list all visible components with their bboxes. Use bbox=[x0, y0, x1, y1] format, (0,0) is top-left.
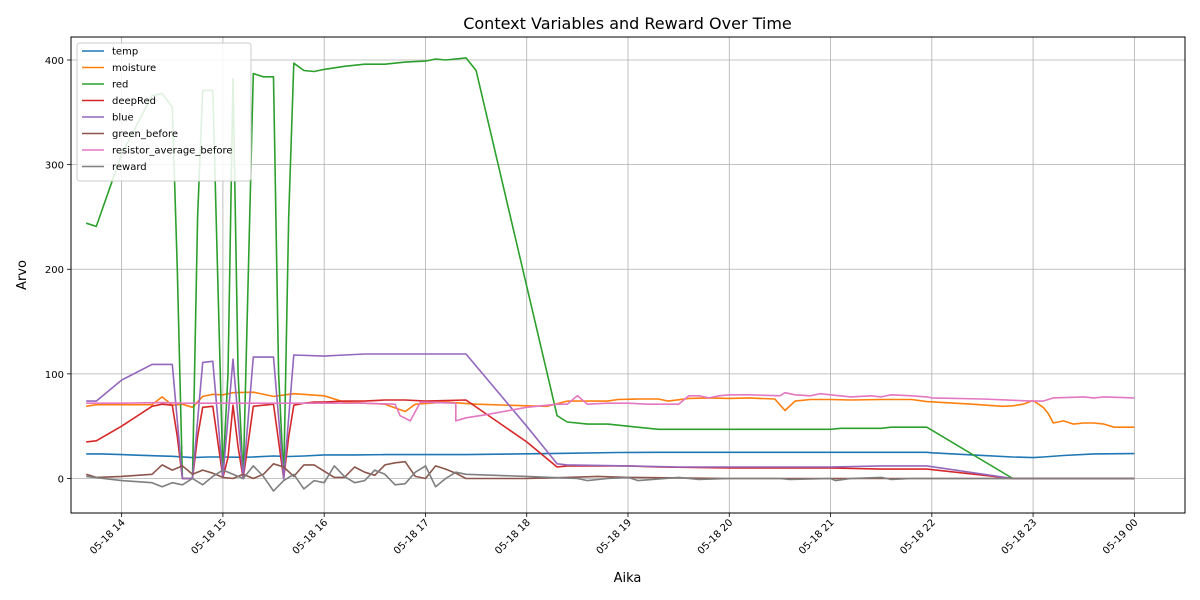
y-tick-label: 100 bbox=[45, 370, 64, 381]
y-axis-label: Arvo bbox=[15, 260, 30, 290]
legend-label: green_before bbox=[112, 129, 178, 140]
grid bbox=[71, 37, 1185, 513]
y-tick-label: 300 bbox=[45, 161, 64, 172]
legend-label: resistor_average_before bbox=[112, 146, 233, 157]
y-tick-label: 400 bbox=[45, 56, 64, 67]
legend: temp moisture red deepRed blue green_beforere… bbox=[76, 42, 252, 182]
y-tick-label: 0 bbox=[58, 474, 64, 485]
chart-title: Context Variables and Reward Over Time bbox=[463, 14, 792, 33]
legend-box bbox=[76, 42, 252, 182]
series-line-resistor-average-before bbox=[86, 391, 1135, 422]
legend-label: deepRed bbox=[112, 96, 156, 107]
series-line-green-before bbox=[85, 460, 1135, 480]
legend-label: moisture bbox=[112, 63, 156, 74]
legend-label: temp bbox=[112, 47, 138, 58]
series-line-reward bbox=[86, 465, 1135, 492]
series-line-blue bbox=[86, 353, 1135, 480]
y-tick-label: 200 bbox=[45, 265, 64, 276]
x-axis-label: Aika bbox=[614, 571, 642, 586]
legend-label: blue bbox=[112, 113, 134, 124]
legend-label: reward bbox=[112, 162, 147, 173]
series-line-moisture bbox=[86, 391, 1135, 428]
legend-label: red bbox=[112, 80, 128, 91]
series-lines bbox=[85, 57, 1135, 492]
series-line-red bbox=[85, 57, 1135, 480]
series-line-temp bbox=[86, 451, 1135, 459]
